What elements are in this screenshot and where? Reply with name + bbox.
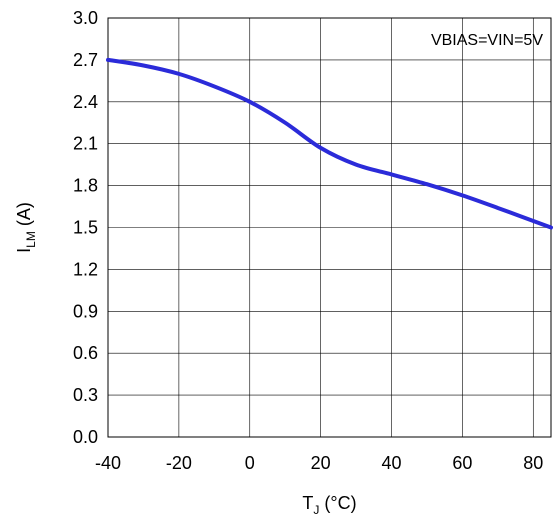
y-tick-label: 0.3 bbox=[73, 385, 98, 405]
series-layer bbox=[106, 57, 553, 230]
x-tick-label: 40 bbox=[382, 453, 402, 473]
x-axis-ticks: -40 -20 0 20 40 60 80 bbox=[95, 453, 543, 473]
y-tick-label: 1.2 bbox=[73, 259, 98, 279]
y-axis-label: ILM (A) bbox=[14, 202, 38, 253]
x-axis-label-unit: (°C) bbox=[319, 493, 356, 513]
x-tick-label: 20 bbox=[311, 453, 331, 473]
y-tick-label: 2.7 bbox=[73, 50, 98, 70]
y-tick-label: 2.4 bbox=[73, 92, 98, 112]
y-tick-label: 2.1 bbox=[73, 134, 98, 154]
x-tick-label: -40 bbox=[95, 453, 121, 473]
series-line bbox=[106, 57, 553, 230]
y-tick-label: 0.9 bbox=[73, 301, 98, 321]
x-tick-label: 60 bbox=[452, 453, 472, 473]
y-tick-label: 1.8 bbox=[73, 176, 98, 196]
x-tick-label: 80 bbox=[523, 453, 543, 473]
y-tick-label: 0.6 bbox=[73, 343, 98, 363]
x-tick-label: -20 bbox=[166, 453, 192, 473]
x-tick-label: 0 bbox=[245, 453, 255, 473]
y-axis-label-unit: (A) bbox=[14, 202, 34, 231]
x-axis-label: TJ (°C) bbox=[302, 493, 356, 517]
y-axis-ticks: 0.0 0.3 0.6 0.9 1.2 1.5 1.8 2.1 2.4 2.7 3.0 bbox=[73, 8, 98, 447]
x-axis-label-main: T bbox=[302, 493, 313, 513]
y-tick-label: 0.0 bbox=[73, 427, 98, 447]
x-axis-label-subscript: J bbox=[313, 503, 319, 517]
y-tick-label: 1.5 bbox=[73, 218, 98, 238]
condition-annotation: VBIAS=VIN=5V bbox=[431, 32, 543, 49]
y-tick-label: 3.0 bbox=[73, 8, 98, 28]
y-axis-label-subscript: LM bbox=[24, 231, 38, 248]
y-axis-label-main: I bbox=[14, 248, 34, 253]
grid bbox=[107, 17, 551, 438]
